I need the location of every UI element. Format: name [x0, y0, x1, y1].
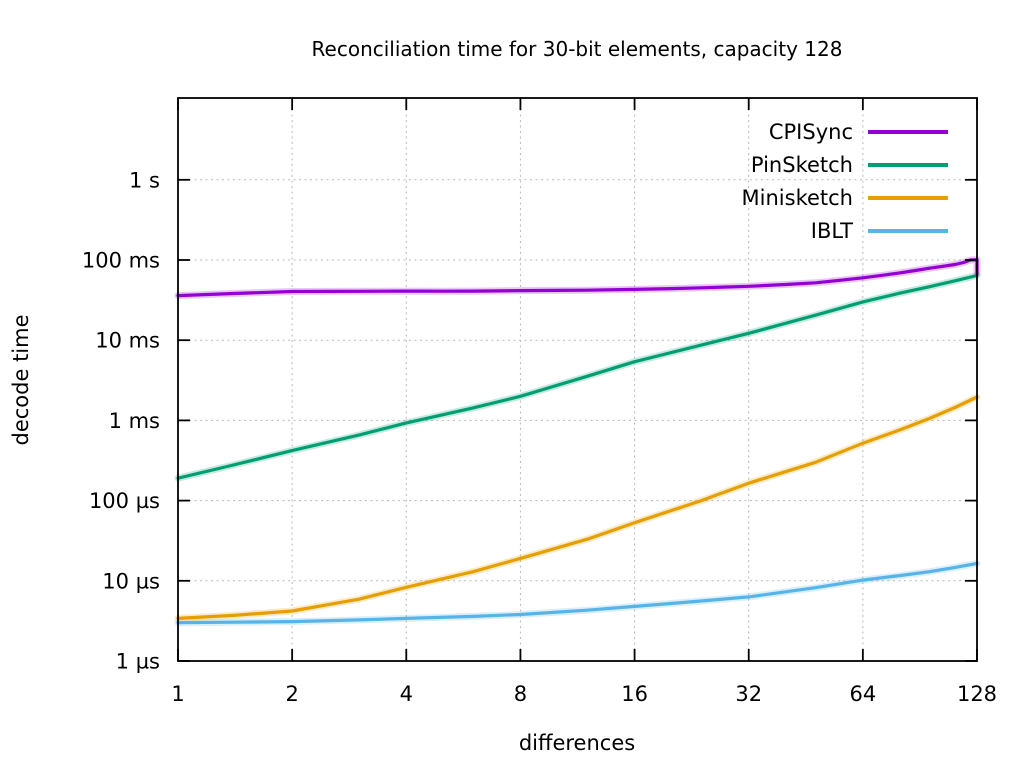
legend-label-minisketch: Minisketch	[742, 186, 853, 210]
legend: CPISync PinSketch Minisketch IBLT	[742, 120, 948, 243]
series-lines	[174, 256, 981, 627]
x-tick-label: 4	[400, 682, 413, 706]
x-tick-label: 128	[957, 682, 997, 706]
tick-labels: 1 µs 10 µs 100 µs 1 ms 10 ms 100 ms 1 s 1 2 4 8 16 3…	[82, 168, 997, 706]
series-band-iblt	[174, 559, 981, 627]
plot-border	[177, 97, 978, 662]
x-tick-label: 8	[514, 682, 527, 706]
series-line-cpisync	[176, 258, 979, 298]
legend-label-cpisync: CPISync	[769, 120, 853, 144]
series-line-minisketch	[176, 395, 979, 621]
series-line-pinsketch	[176, 273, 979, 480]
y-tick-label: 100 µs	[89, 489, 160, 513]
series-line-iblt	[176, 561, 979, 625]
x-tick-label: 1	[171, 682, 184, 706]
y-tick-label: 1 ms	[109, 409, 160, 433]
x-axis-label: differences	[519, 731, 635, 755]
legend-label-pinsketch: PinSketch	[751, 153, 853, 177]
axis-ticks	[177, 98, 978, 662]
x-tick-label: 2	[285, 682, 298, 706]
legend-label-iblt: IBLT	[811, 219, 853, 243]
x-tick-label: 64	[849, 682, 876, 706]
series-band-minisketch	[174, 393, 981, 622]
y-tick-label: 1 s	[129, 168, 160, 192]
x-tick-label: 32	[735, 682, 762, 706]
x-tick-label: 16	[621, 682, 648, 706]
y-tick-label: 1 µs	[116, 650, 160, 674]
y-tick-label: 100 ms	[82, 249, 160, 273]
y-tick-label: 10 ms	[95, 329, 160, 353]
gridlines	[178, 98, 977, 661]
y-tick-label: 10 µs	[102, 569, 160, 593]
chart-title: Reconciliation time for 30-bit elements,…	[312, 37, 843, 61]
y-axis-label: decode time	[9, 314, 33, 445]
